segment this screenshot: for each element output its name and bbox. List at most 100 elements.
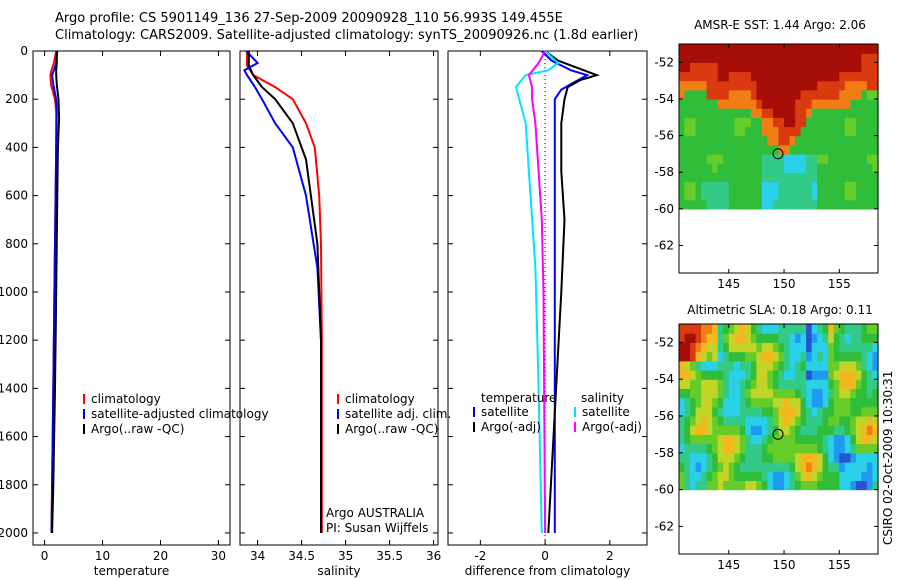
sla_map-cell xyxy=(866,480,873,491)
sst_map-cell xyxy=(690,89,697,100)
sst_map-cell xyxy=(861,153,868,164)
sla_map-cell xyxy=(684,462,691,472)
sst_map-cell xyxy=(866,53,873,63)
sla_map-cell xyxy=(861,388,868,399)
sla_map-cell xyxy=(706,434,713,445)
sla_map-cell xyxy=(844,351,851,362)
sst_map-cell xyxy=(806,80,813,91)
sst_map-cell xyxy=(844,172,851,182)
sst_map-cell xyxy=(778,44,785,54)
sla_map-cell xyxy=(723,480,730,491)
sla_map-cell xyxy=(706,462,713,472)
sla_map-cell xyxy=(800,342,807,353)
sst_map-cell xyxy=(701,153,708,164)
sla_map-cell xyxy=(828,471,835,481)
sst_map-cell xyxy=(844,80,851,91)
sst_map-cell xyxy=(844,89,851,100)
difference-series-line xyxy=(541,50,590,533)
sst_map-cell xyxy=(784,190,791,201)
sst_map-cell xyxy=(706,144,713,155)
sla_map-cell xyxy=(773,397,780,408)
sla_map-cell xyxy=(701,434,708,445)
sst_map-cell xyxy=(712,190,719,201)
sst_map-cell xyxy=(784,99,791,109)
sst_map-cell xyxy=(839,80,846,91)
sla_map-cell xyxy=(728,471,735,481)
sla_map-cell xyxy=(822,462,829,472)
sst_map-cell xyxy=(844,153,851,164)
sst_map-cell xyxy=(679,108,686,118)
sla_map-cell xyxy=(734,370,741,380)
sla_map-cell xyxy=(767,333,774,343)
sst_map-cell xyxy=(684,135,691,146)
sst_map-cell xyxy=(745,71,752,82)
sla_map-cell xyxy=(706,471,713,481)
sst_map-cell xyxy=(784,181,791,192)
sla_map-cell xyxy=(706,342,713,353)
sla_map-cell xyxy=(833,406,840,417)
sst_map-cell xyxy=(695,181,702,192)
difference-series-line xyxy=(527,50,547,534)
sst_map-cell xyxy=(684,44,691,54)
sst_map-cell xyxy=(679,99,686,109)
salinity-axes-box xyxy=(239,50,439,546)
sst_map-cell xyxy=(706,108,713,118)
sla_map-cell xyxy=(739,425,746,435)
sla_map-cell xyxy=(800,324,807,334)
sst_map-cell xyxy=(679,144,686,155)
sla_map-cell xyxy=(828,434,835,445)
sla_map-cell xyxy=(750,342,757,353)
diff-legend-temp-header: temperature xyxy=(481,391,556,405)
sst_map-cell xyxy=(806,163,813,173)
sla_map-cell xyxy=(822,452,829,463)
sla_map-cell xyxy=(861,452,868,463)
sst_map-cell xyxy=(850,181,857,192)
sla_map-cell xyxy=(806,324,813,334)
sla_map-cell xyxy=(855,443,862,454)
sla_map-cell xyxy=(745,351,752,362)
sst_map-cell xyxy=(761,44,768,54)
sla_map-cell xyxy=(872,434,879,445)
sla_map-cell xyxy=(817,471,824,481)
sst_map-cell xyxy=(756,144,763,155)
sst_map-cell xyxy=(734,199,741,210)
sla_map-cell xyxy=(839,333,846,343)
sla_map-cell xyxy=(734,406,741,417)
sst_map-cell xyxy=(750,62,757,73)
sla_map-cell xyxy=(872,388,879,399)
sst_map-cell xyxy=(844,53,851,63)
sst_map-cell xyxy=(828,153,835,164)
sla_map-cell xyxy=(850,342,857,353)
sla_map-cell xyxy=(806,333,813,343)
sst_map-cell xyxy=(800,89,807,100)
sla_map-cell xyxy=(684,471,691,481)
sla_map-cell xyxy=(690,324,697,334)
sla_map-cell xyxy=(833,425,840,435)
sst_map-cell xyxy=(833,163,840,173)
sla_map-cell xyxy=(861,360,868,371)
sla_map-cell xyxy=(872,397,879,408)
sla_map-cell xyxy=(855,351,862,362)
sst_map-cell xyxy=(756,126,763,137)
diff-legend-sal-argo-label: Argo(-adj) xyxy=(582,420,642,434)
sla_map-cell xyxy=(789,360,796,371)
sla_map-cell xyxy=(795,370,802,380)
sst_map-cell xyxy=(695,108,702,118)
sla_map-cell xyxy=(695,462,702,472)
sst_map-ytick-label: -58 xyxy=(654,165,674,179)
sla_map-cell xyxy=(778,434,785,445)
sla_map-cell xyxy=(739,416,746,426)
sst_map-cell xyxy=(745,135,752,146)
difference-xtick-label: -2 xyxy=(474,549,486,563)
sst_map-cell xyxy=(784,126,791,137)
sst_map-cell xyxy=(728,190,735,201)
sst_map-cell xyxy=(734,126,741,137)
sst_map-cell xyxy=(734,89,741,100)
sla_map-cell xyxy=(712,471,719,481)
sla_map-cell xyxy=(690,360,697,371)
sst_map-cell xyxy=(690,44,697,54)
sla_map-ytick-label: -52 xyxy=(654,335,674,349)
sst_map-cell xyxy=(828,89,835,100)
sst_map-cell xyxy=(690,62,697,73)
